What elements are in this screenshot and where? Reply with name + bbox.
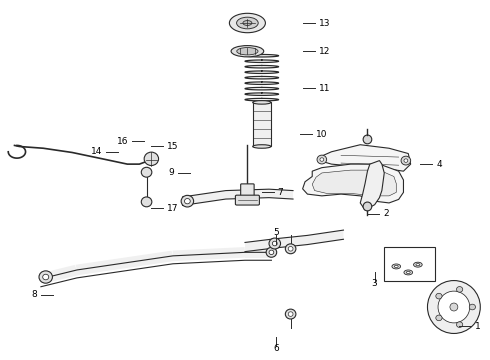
FancyBboxPatch shape — [241, 184, 254, 198]
Ellipse shape — [363, 135, 372, 144]
Ellipse shape — [392, 264, 401, 269]
Text: 6: 6 — [273, 344, 279, 353]
Ellipse shape — [404, 270, 413, 275]
Polygon shape — [319, 145, 411, 171]
Text: 12: 12 — [318, 47, 330, 56]
Ellipse shape — [469, 304, 475, 310]
Polygon shape — [245, 247, 271, 258]
Ellipse shape — [231, 46, 264, 57]
Text: 9: 9 — [168, 168, 174, 177]
Text: 2: 2 — [383, 209, 389, 218]
Ellipse shape — [141, 167, 152, 177]
Ellipse shape — [269, 250, 274, 255]
Ellipse shape — [266, 247, 277, 257]
Text: 3: 3 — [372, 279, 377, 288]
Text: 14: 14 — [91, 147, 102, 156]
Ellipse shape — [317, 155, 327, 164]
Ellipse shape — [39, 271, 52, 283]
Ellipse shape — [438, 291, 470, 323]
Text: 16: 16 — [117, 137, 128, 146]
Ellipse shape — [269, 238, 281, 249]
Text: 17: 17 — [167, 204, 179, 213]
Ellipse shape — [185, 198, 190, 204]
Ellipse shape — [181, 195, 194, 207]
Ellipse shape — [406, 271, 410, 274]
Ellipse shape — [363, 202, 372, 211]
Polygon shape — [39, 265, 79, 284]
Polygon shape — [360, 161, 384, 210]
Polygon shape — [75, 251, 174, 275]
Text: 8: 8 — [31, 290, 37, 299]
Ellipse shape — [288, 247, 293, 251]
Ellipse shape — [436, 315, 442, 321]
Text: 11: 11 — [318, 84, 330, 93]
Text: 5: 5 — [273, 229, 279, 238]
Bar — [253, 102, 271, 147]
Ellipse shape — [457, 322, 463, 328]
Ellipse shape — [414, 262, 422, 267]
Polygon shape — [312, 170, 396, 196]
Ellipse shape — [253, 145, 271, 148]
Text: 13: 13 — [318, 18, 330, 27]
Ellipse shape — [401, 156, 411, 165]
Ellipse shape — [272, 241, 277, 246]
Polygon shape — [245, 230, 343, 252]
Ellipse shape — [404, 159, 408, 162]
Ellipse shape — [450, 303, 458, 311]
Ellipse shape — [394, 265, 398, 267]
Ellipse shape — [416, 264, 420, 266]
Bar — [384, 247, 435, 280]
Ellipse shape — [436, 293, 442, 299]
FancyBboxPatch shape — [235, 195, 259, 205]
Text: 10: 10 — [316, 130, 328, 139]
Text: 7: 7 — [278, 188, 283, 197]
Text: 15: 15 — [167, 142, 179, 151]
Text: 1: 1 — [474, 322, 480, 331]
Ellipse shape — [229, 13, 266, 33]
Text: 4: 4 — [436, 159, 442, 168]
Ellipse shape — [141, 197, 152, 207]
Ellipse shape — [285, 309, 296, 319]
Ellipse shape — [288, 312, 293, 316]
Ellipse shape — [320, 158, 324, 161]
Polygon shape — [303, 164, 403, 203]
Ellipse shape — [43, 274, 49, 280]
Ellipse shape — [285, 244, 296, 254]
Ellipse shape — [237, 17, 258, 29]
Polygon shape — [172, 247, 245, 261]
Polygon shape — [183, 189, 293, 206]
Ellipse shape — [427, 280, 480, 333]
Ellipse shape — [144, 152, 159, 166]
Ellipse shape — [237, 48, 258, 55]
Ellipse shape — [253, 100, 271, 104]
Ellipse shape — [243, 21, 252, 26]
Ellipse shape — [457, 287, 463, 292]
